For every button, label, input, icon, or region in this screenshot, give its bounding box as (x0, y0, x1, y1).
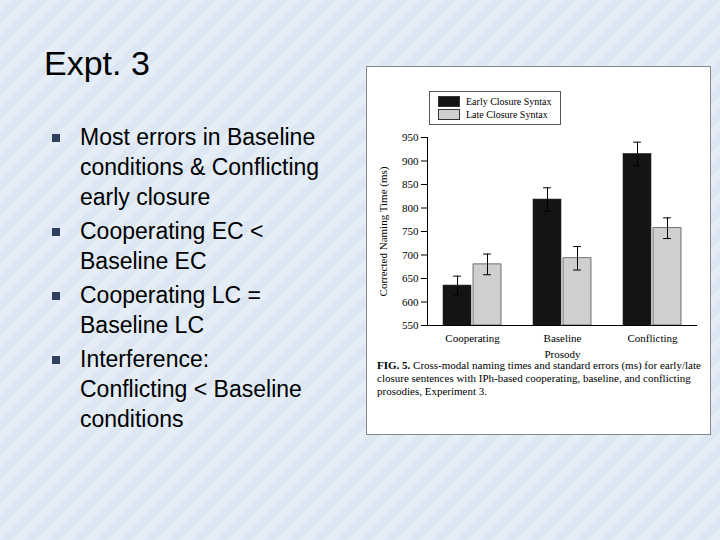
html-text:Most errors in Baseline condit: Most errors in Baseline conditions & Con… (80, 124, 320, 210)
html-text:Interference: Conflicting < Ba: Interference: Conflicting < Baseline con… (80, 346, 302, 432)
html-text:Late Closure Syntax: Late Closure Syntax (466, 109, 548, 120)
svg-text:650: 650 (402, 272, 419, 284)
html-text:Expt. 3: Expt. 3 (44, 44, 150, 82)
svg-text:700: 700 (402, 249, 419, 261)
html-text:Cooperating LC = Baseline LC: Cooperating LC = Baseline LC (80, 282, 261, 338)
html-text:FIG. 5. Cross-modal naming tim: FIG. 5. Cross-modal naming times and sta… (377, 359, 701, 397)
svg-text:900: 900 (402, 155, 419, 167)
html-text:Early Closure Syntax: Early Closure Syntax (466, 96, 552, 107)
svg-text:750: 750 (402, 225, 419, 237)
svg-text:800: 800 (402, 202, 419, 214)
svg-text:Prosody: Prosody (544, 348, 581, 360)
svg-text:Corrected Naming Time (ms): Corrected Naming Time (ms) (377, 166, 390, 296)
svg-text:Baseline: Baseline (544, 332, 582, 344)
svg-text:850: 850 (402, 178, 419, 190)
svg-text:600: 600 (402, 296, 419, 308)
html-text:Cooperating EC < Baseline EC: Cooperating EC < Baseline EC (80, 218, 264, 274)
svg-text:Conflicting: Conflicting (627, 332, 678, 344)
svg-text:550: 550 (402, 319, 419, 331)
svg-text:Cooperating: Cooperating (445, 332, 500, 344)
svg-text:950: 950 (402, 131, 419, 143)
